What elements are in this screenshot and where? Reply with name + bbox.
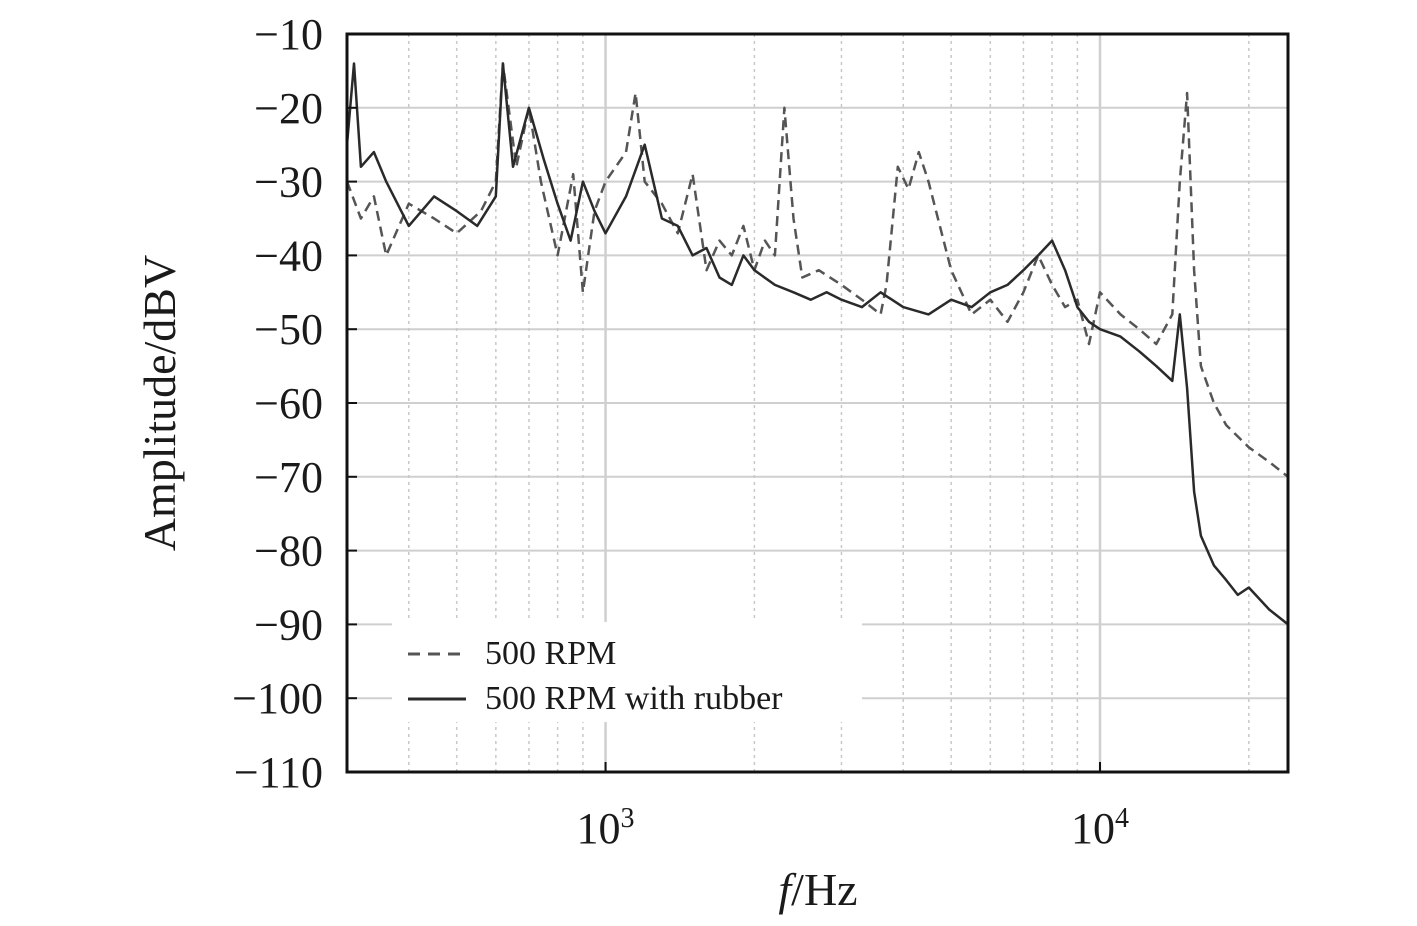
legend-label-500-rpm: 500 RPM (485, 635, 616, 672)
y-tick-label: −30 (254, 158, 323, 207)
y-tick-label: −60 (254, 379, 323, 428)
y-tick-label: −90 (254, 600, 323, 649)
y-tick-label: −110 (234, 748, 323, 797)
x-tick-label: 104 (1071, 803, 1129, 853)
y-tick-label: −10 (254, 10, 323, 59)
legend-box (392, 622, 862, 722)
y-tick-label: −40 (254, 231, 323, 280)
series-500-rpm-with-rubber (347, 62, 1288, 626)
y-axis-label: Amplitude/dBV (134, 255, 185, 551)
plot-area (347, 62, 1288, 626)
legend: 500 RPM 500 RPM with rubber (392, 622, 862, 722)
x-axis-ticks: 103 104 (577, 762, 1129, 853)
y-tick-label: −20 (254, 84, 323, 133)
x-axis-label-unit: /Hz (791, 864, 857, 915)
y-axis-ticks: −10 −20 −30 −40 −50 −60 −70 −80 −90 −100 −110 (232, 10, 357, 797)
y-tick-label: −70 (254, 453, 323, 502)
y-tick-label: −100 (232, 674, 323, 723)
series-500-rpm (347, 62, 1288, 478)
x-tick-label: 103 (577, 803, 635, 853)
y-tick-label: −50 (254, 305, 323, 354)
x-axis-label: f/Hz (778, 864, 857, 915)
y-tick-label: −80 (254, 527, 323, 576)
legend-label-500-rpm-with-rubber: 500 RPM with rubber (485, 680, 783, 717)
